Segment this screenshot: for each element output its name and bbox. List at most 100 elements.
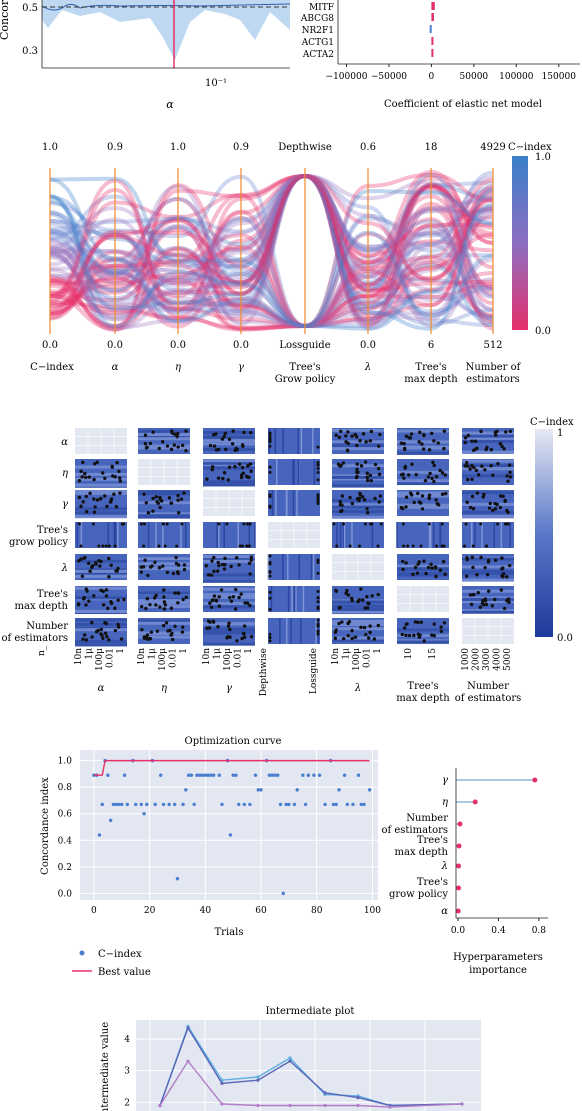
matrix-point [430, 431, 434, 436]
matrix-point [368, 624, 372, 628]
matrix-point [142, 544, 146, 548]
inter-point [256, 1075, 260, 1079]
matrix-point [247, 475, 251, 479]
matrix-point [502, 447, 506, 451]
matrix-point [346, 593, 351, 597]
matrix-row-label-line: Tree's [37, 589, 68, 600]
matrix-point [155, 629, 160, 633]
matrix-point [268, 632, 272, 636]
matrix-point [113, 544, 117, 548]
importance-label-line: max depth [395, 847, 449, 858]
optim-point [292, 802, 297, 807]
matrix-band [397, 470, 449, 474]
matrix-tick: 100μ [95, 648, 105, 671]
matrix-band [332, 515, 384, 519]
legend-best-label: Best value [98, 967, 151, 978]
importance-point [455, 908, 461, 914]
matrix-point [416, 620, 420, 625]
matrix-band [332, 610, 384, 614]
matrix-point [342, 522, 346, 526]
optim-point [276, 773, 280, 777]
parallel-line [49, 173, 494, 313]
matrix-point [268, 465, 272, 469]
matrix-point [479, 555, 483, 560]
matrix-point [498, 494, 503, 498]
matrix-point [376, 466, 381, 471]
matrix-point [157, 566, 162, 570]
matrix-point [248, 603, 252, 608]
panel-a-ylabel: Concordance [0, 0, 11, 40]
matrix-point [433, 565, 438, 569]
parallel-line [49, 239, 494, 329]
matrix-point [154, 603, 158, 607]
matrix-point [316, 600, 320, 604]
parallel-line [49, 173, 494, 320]
gene-label: MITF [309, 3, 334, 13]
parallel-bottom-label: 6 [428, 340, 434, 351]
parallel-line [49, 173, 494, 324]
matrix-point [411, 572, 415, 577]
matrix-tick: 1μ [342, 648, 352, 660]
matrix-point [350, 596, 354, 601]
matrix-point [84, 587, 88, 591]
matrix-point [184, 448, 188, 453]
matrix-point [239, 473, 244, 477]
inter-plot-bg [136, 1020, 481, 1111]
matrix-row-label: α [61, 437, 68, 448]
parallel-line [49, 255, 494, 329]
legend-cindex-label: C−index [98, 949, 142, 960]
matrix-band [397, 634, 449, 638]
matrix-point [169, 633, 173, 637]
matrix-tick: Depthwise [259, 648, 269, 696]
parallel-axis-name: Tree's max depth [404, 362, 458, 385]
matrix-point [500, 574, 504, 578]
matrix-point [483, 597, 487, 601]
parallel-line [49, 173, 494, 328]
matrix-band [203, 431, 255, 435]
matrix-band [462, 578, 514, 582]
matrix-point [143, 442, 148, 446]
optim-xtick: 100 [364, 906, 381, 916]
matrix-band [75, 465, 127, 469]
matrix-point [98, 564, 102, 568]
matrix-point [122, 597, 126, 602]
matrix-point [432, 479, 436, 484]
matrix-point [417, 440, 421, 444]
optim-point [228, 833, 233, 837]
matrix-point [489, 464, 493, 468]
matrix-point [99, 627, 104, 632]
matrix-colorbar-bottom: 0.0 [557, 633, 573, 644]
matrix-point [176, 445, 180, 449]
matrix-point [209, 573, 214, 577]
matrix-point [169, 501, 174, 505]
optim-point [100, 802, 104, 807]
matrix-point [495, 429, 499, 434]
panel-b-xlabel: Coefficient of elastic net model [384, 99, 542, 110]
matrix-point [473, 439, 478, 443]
matrix-point [355, 474, 359, 479]
matrix-point [222, 434, 227, 439]
parallel-axis-name-line: Tree's [289, 362, 320, 373]
matrix-point [402, 476, 406, 480]
optim-point [301, 773, 305, 777]
matrix-point [419, 620, 423, 624]
matrix-point [420, 494, 425, 498]
matrix-point [83, 555, 87, 560]
matrix-point [373, 496, 377, 501]
matrix-point [140, 627, 144, 632]
matrix-band [203, 579, 255, 583]
matrix-point [92, 594, 96, 598]
matrix-point [340, 503, 344, 507]
matrix-point [368, 473, 373, 477]
matrix-row-label-line: grow policy [9, 537, 68, 548]
matrix-point [350, 434, 354, 438]
optim-point [203, 773, 208, 777]
matrix-point [139, 522, 143, 526]
matrix-point [174, 561, 179, 566]
matrix-point [404, 561, 408, 565]
matrix-cell [138, 522, 190, 548]
matrix-point [471, 507, 476, 511]
matrix-point [113, 475, 117, 479]
matrix-point [84, 603, 88, 607]
